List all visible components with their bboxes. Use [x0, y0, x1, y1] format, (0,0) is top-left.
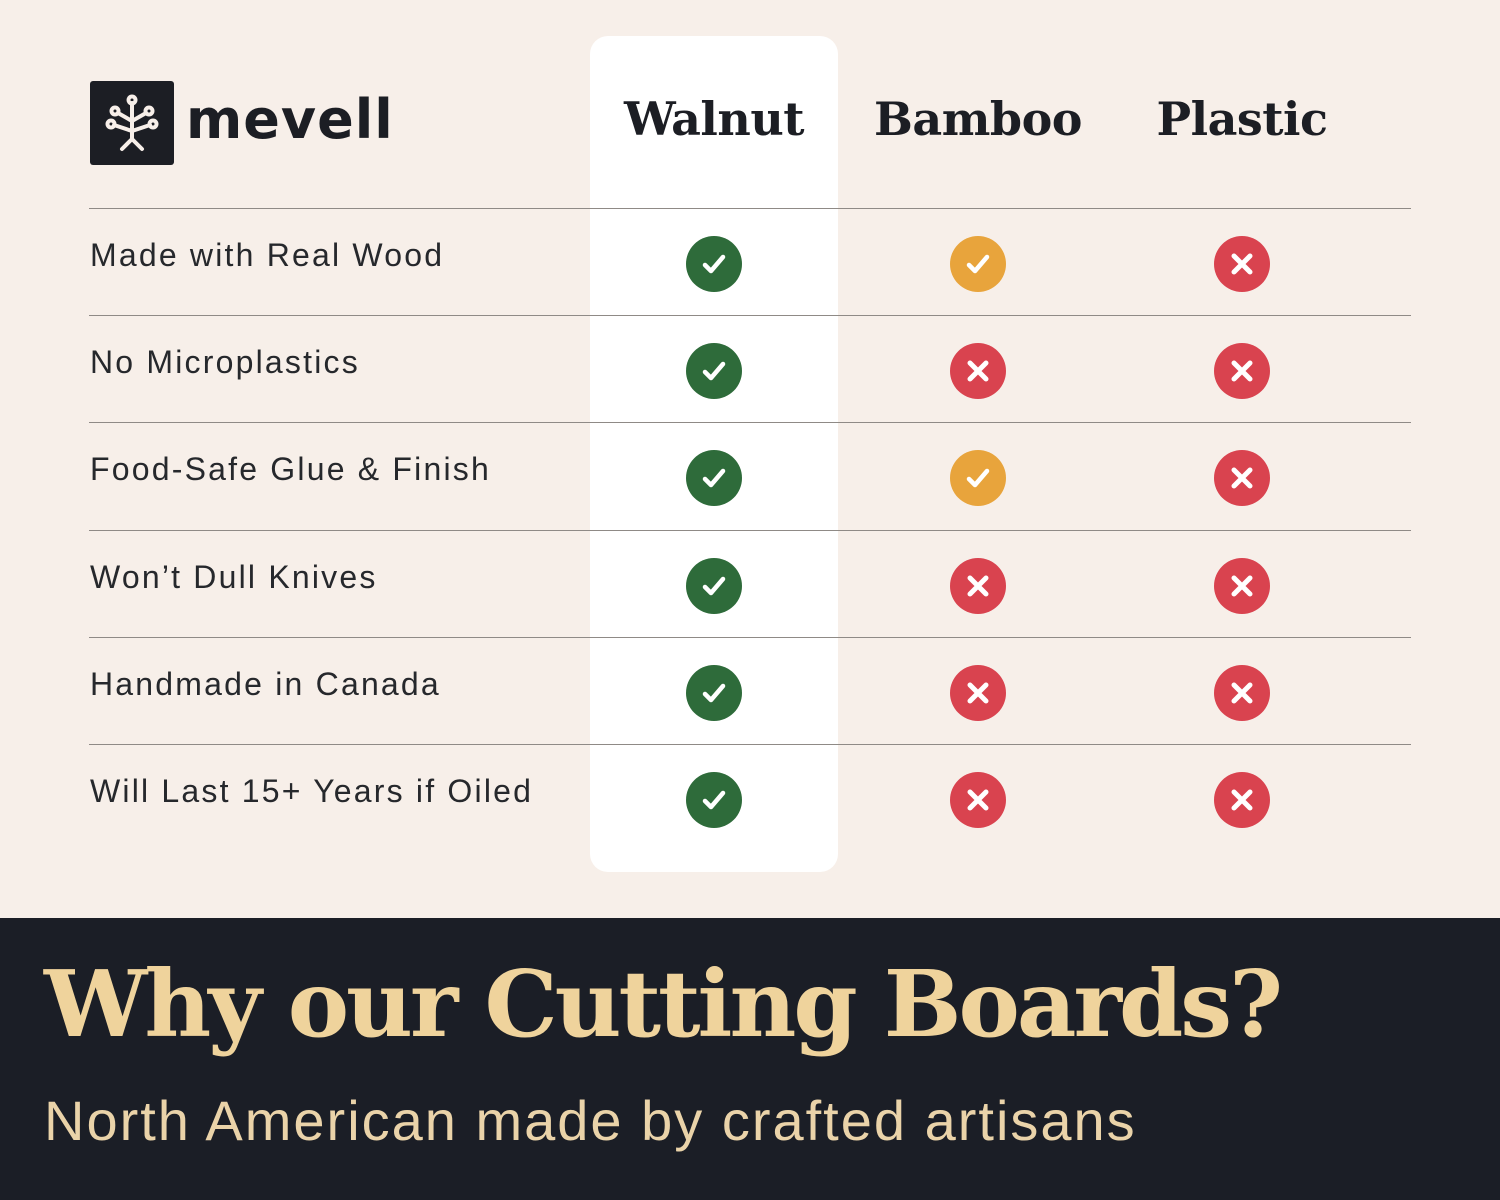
brand-name: mevell	[186, 88, 394, 151]
column-header-walnut: Walnut	[623, 92, 805, 146]
check-icon	[686, 236, 742, 292]
check-icon	[686, 772, 742, 828]
comparison-row: Food-Safe Glue & Finish	[89, 422, 1411, 530]
cross-icon	[1214, 557, 1270, 614]
comparison-row: Made with Real Wood	[89, 208, 1411, 316]
row-label: Will Last 15+ Years if Oiled	[90, 773, 534, 809]
cross-icon	[1214, 772, 1270, 828]
cross-icon	[950, 557, 1006, 614]
cross-icon	[1214, 343, 1270, 400]
comparison-row: No Microplastics	[89, 315, 1411, 423]
cross-icon	[950, 772, 1006, 828]
row-label: Handmade in Canada	[90, 665, 441, 702]
check-icon	[686, 557, 742, 614]
comparison-row: Will Last 15+ Years if Oiled	[89, 744, 1411, 852]
row-label: Food-Safe Glue & Finish	[90, 451, 491, 488]
cross-icon	[1214, 664, 1270, 721]
check-icon	[686, 664, 742, 721]
cross-icon	[1214, 450, 1270, 507]
footer-subtitle: North American made by crafted artisans	[44, 1089, 1137, 1152]
partial-check-icon	[950, 236, 1006, 292]
partial-check-icon	[950, 450, 1006, 507]
brand-logo: mevell	[90, 81, 394, 165]
check-icon	[686, 450, 742, 507]
cross-icon	[950, 664, 1006, 721]
comparison-row: Won’t Dull Knives	[89, 529, 1411, 638]
cross-icon	[950, 343, 1006, 400]
tree-icon	[90, 81, 174, 165]
column-header-plastic: Plastic	[1156, 92, 1329, 146]
row-label: No Microplastics	[90, 344, 360, 381]
row-label: Made with Real Wood	[90, 237, 445, 273]
column-header-bamboo: Bamboo	[874, 92, 1082, 146]
row-label: Won’t Dull Knives	[90, 558, 378, 595]
comparison-row: Handmade in Canada	[89, 636, 1411, 745]
check-icon	[686, 343, 742, 400]
footer-title: Why our Cutting Boards?	[44, 950, 1283, 1058]
footer-band	[0, 918, 1500, 1200]
cross-icon	[1214, 236, 1270, 292]
